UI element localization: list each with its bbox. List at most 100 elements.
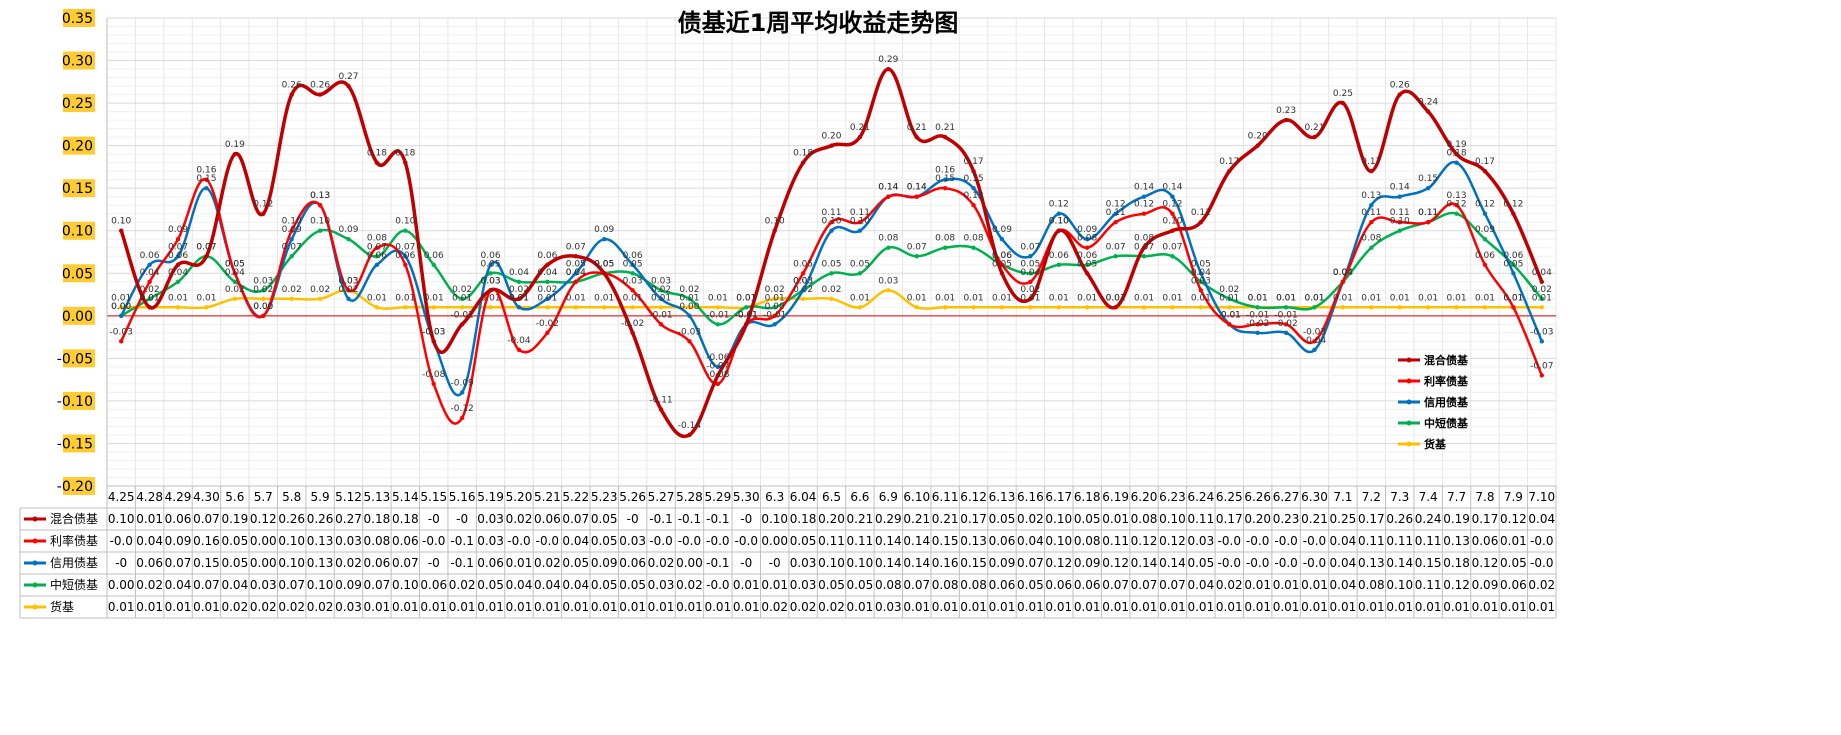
data-label: 0.02	[452, 285, 472, 295]
legend-marker	[1406, 441, 1412, 447]
x-tick-label: 5.16	[449, 490, 476, 504]
data-point	[204, 254, 209, 259]
table-cell: 0.01	[1131, 600, 1158, 614]
table-cell: 0.09	[1472, 578, 1499, 592]
y-tick-background	[63, 477, 95, 495]
data-label: 0.03	[253, 276, 273, 286]
data-label: 0.26	[1390, 81, 1410, 91]
table-cell: 0.20	[818, 512, 845, 526]
y-tick-background	[63, 221, 95, 240]
table-cell: 0.02	[648, 556, 675, 570]
table-cell: 0.11	[1386, 534, 1413, 548]
x-tick-label: 4.30	[193, 490, 220, 504]
y-tick-label: 0.10	[62, 224, 93, 240]
x-tick-label: 6.27	[1273, 490, 1300, 504]
data-point	[1397, 305, 1402, 310]
data-point	[1141, 254, 1147, 259]
y-tick-label: -0.15	[57, 436, 93, 452]
table-cell: 0.06	[1500, 578, 1527, 592]
table-cell: 0.01	[1358, 600, 1385, 614]
data-point	[1170, 211, 1175, 216]
data-point	[658, 296, 664, 301]
table-cell: 0.07	[193, 512, 220, 526]
table-cell: 0.04	[562, 578, 589, 592]
data-point	[1369, 305, 1374, 310]
x-tick-label: 6.25	[1216, 490, 1243, 504]
data-label: 0.12	[253, 200, 273, 210]
data-label: 0.14	[878, 183, 898, 193]
table-cell: -0	[740, 512, 752, 526]
table-cell: 0.01	[193, 600, 220, 614]
table-cell: 0.06	[989, 534, 1016, 548]
data-point	[1028, 254, 1033, 259]
data-point	[1056, 228, 1061, 233]
data-point	[942, 305, 948, 310]
data-label: 0.02	[679, 285, 699, 295]
table-cell: 0.18	[392, 512, 419, 526]
data-point	[1425, 305, 1431, 310]
data-label: 0.01	[1447, 293, 1467, 303]
data-label: 0.10	[1390, 217, 1410, 227]
data-point	[1227, 168, 1232, 174]
data-label: 0.05	[821, 259, 841, 269]
table-cell: 0.05	[1074, 512, 1101, 526]
table-cell: 0.19	[1443, 512, 1470, 526]
data-point	[687, 339, 692, 344]
data-label: 0.05	[1020, 259, 1040, 269]
data-point	[857, 134, 863, 140]
data-label: 0.01	[1276, 293, 1296, 303]
data-label: 0.29	[878, 55, 898, 65]
table-cell: 0.15	[932, 534, 959, 548]
data-point	[488, 305, 493, 310]
data-label: 0.27	[338, 72, 358, 82]
data-label: 0.06	[1503, 251, 1523, 261]
table-cell: 0.01	[136, 600, 163, 614]
data-label: 0.01	[168, 293, 188, 303]
table-cell: 0.05	[591, 578, 618, 592]
data-label: 0.08	[878, 234, 898, 244]
x-tick-label: 6.3	[765, 490, 784, 504]
data-point	[1283, 117, 1289, 123]
data-label: 0.04	[225, 268, 245, 278]
data-point	[1085, 245, 1090, 250]
y-tick-label: -0.05	[57, 351, 93, 367]
data-label: 0.07	[1020, 242, 1040, 252]
data-label: -0.03	[1530, 327, 1553, 337]
table-cell: 0.05	[847, 578, 874, 592]
data-point	[602, 237, 607, 242]
table-cell: 0.14	[875, 534, 902, 548]
data-label: 0.02	[225, 285, 245, 295]
table-cell: 0.09	[591, 556, 618, 570]
data-label: 0.12	[1447, 200, 1467, 210]
data-label: 0.01	[140, 293, 160, 303]
table-cell: -0.0	[1303, 534, 1326, 548]
data-point	[459, 322, 465, 327]
table-cell: 0.08	[932, 578, 959, 592]
data-point	[1141, 211, 1147, 216]
data-point	[289, 92, 294, 97]
table-cell: 0.01	[903, 600, 930, 614]
data-label: -0.08	[422, 370, 446, 380]
table-cell: 0.21	[903, 512, 930, 526]
table-cell: 0.02	[534, 556, 561, 570]
y-tick-label: 0.25	[62, 96, 93, 112]
data-label: -0.03	[1303, 327, 1326, 337]
data-label: 0.01	[992, 293, 1012, 303]
table-cell: 0.10	[278, 556, 305, 570]
x-tick-label: 7.1	[1333, 490, 1352, 504]
data-label: 0.02	[651, 285, 671, 295]
data-point	[1255, 305, 1260, 310]
table-cell: 0.14	[1386, 556, 1413, 570]
data-point	[516, 347, 522, 353]
table-cell: -0.1	[649, 512, 672, 526]
data-label: 0.19	[225, 140, 245, 150]
table-cell: 0.17	[1216, 512, 1243, 526]
data-point	[1482, 305, 1488, 310]
data-point	[886, 66, 891, 72]
table-cell: 0.12	[1159, 534, 1186, 548]
data-label: -0.03	[422, 327, 445, 337]
data-point	[1369, 168, 1374, 174]
data-label: 0.15	[196, 174, 216, 184]
data-label: 0.14	[1134, 183, 1154, 193]
data-point	[1227, 296, 1232, 301]
